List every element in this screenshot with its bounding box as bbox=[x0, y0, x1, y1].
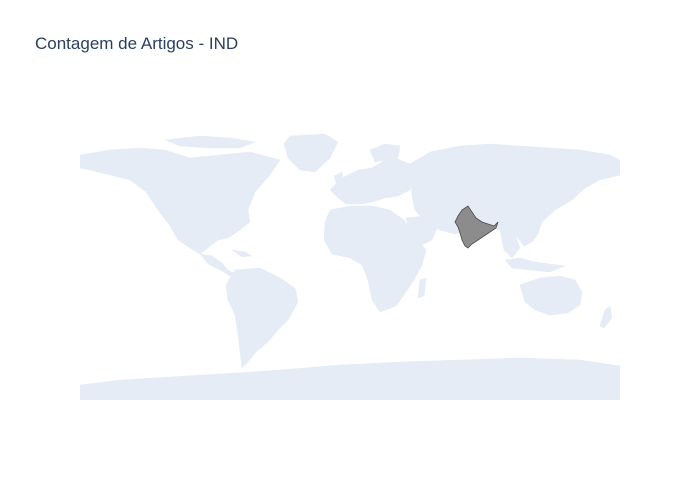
land-central-america bbox=[199, 253, 236, 277]
world-map[interactable] bbox=[80, 130, 620, 400]
land-greenland bbox=[283, 133, 339, 173]
land-new-zealand bbox=[599, 305, 613, 329]
land-asia bbox=[409, 143, 620, 247]
world-map-svg[interactable] bbox=[80, 130, 620, 400]
land-southeast-asia bbox=[499, 229, 521, 259]
land-uk bbox=[333, 171, 345, 187]
land-africa bbox=[323, 205, 427, 313]
land-antarctica bbox=[80, 357, 620, 400]
country-india[interactable] bbox=[454, 205, 499, 249]
land-japan bbox=[545, 187, 557, 211]
land-layer bbox=[80, 133, 620, 400]
land-madagascar bbox=[417, 277, 427, 299]
chart-title: Contagem de Artigos - IND bbox=[35, 34, 239, 53]
land-australia bbox=[519, 275, 583, 316]
land-caribbean bbox=[231, 249, 253, 258]
land-south-america bbox=[225, 267, 299, 369]
land-indonesia bbox=[504, 257, 566, 273]
land-arabia bbox=[405, 215, 439, 247]
land-north-america bbox=[80, 147, 281, 255]
land-canada-islands bbox=[164, 135, 256, 149]
land-scandinavia bbox=[369, 143, 401, 163]
